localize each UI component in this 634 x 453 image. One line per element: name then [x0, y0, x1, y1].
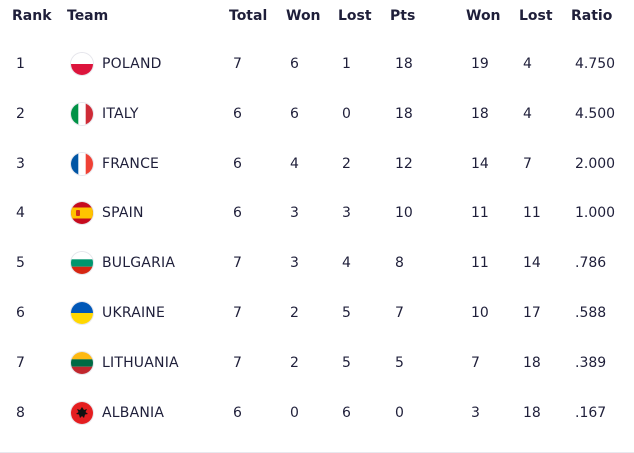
header-total: Total	[229, 8, 268, 24]
lost-cell: 4	[342, 255, 351, 272]
sets-lost-cell: 7	[523, 155, 532, 172]
team-name[interactable]: BULGARIA	[102, 255, 176, 272]
rank-cell: 3	[16, 155, 25, 172]
spain-flag-icon	[71, 202, 93, 225]
ratio-cell: 4.500	[575, 105, 616, 122]
table-row: 8 6 0 6 0 3 18 .167 ALBANIA	[0, 388, 634, 438]
ratio-cell: .389	[575, 354, 607, 371]
total-cell: 7	[233, 354, 242, 371]
total-cell: 6	[233, 404, 242, 421]
sets-lost-cell: 17	[523, 305, 541, 321]
total-cell: 7	[233, 305, 242, 321]
won-cell: 3	[290, 205, 299, 222]
total-cell: 6	[233, 155, 242, 172]
header-sets-won: Won	[466, 8, 501, 24]
sets-lost-cell: 18	[523, 354, 541, 371]
team-name[interactable]: UKRAINE	[102, 305, 166, 321]
bulgaria-flag-icon	[71, 252, 93, 275]
rank-cell: 5	[16, 255, 25, 272]
table-row: 6 7 2 5 7 10 17 .588 UKRAINE	[0, 288, 634, 338]
poland-flag-icon	[71, 53, 93, 75]
ratio-cell: 4.750	[575, 56, 616, 72]
team-name[interactable]: LITHUANIA	[102, 354, 179, 371]
table-row: 7 7 2 5 5 7 18 .389 LITHUANIA	[0, 338, 634, 388]
lost-cell: 5	[342, 354, 351, 371]
pts-cell: 8	[395, 255, 404, 272]
team-name[interactable]: SPAIN	[102, 205, 144, 222]
sets-won-cell: 3	[471, 404, 480, 421]
lithuania-flag-icon	[71, 351, 93, 374]
lost-cell: 1	[342, 56, 351, 72]
won-cell: 6	[290, 105, 299, 122]
lost-cell: 6	[342, 404, 351, 421]
sets-won-cell: 10	[471, 305, 489, 321]
sets-won-cell: 7	[471, 354, 480, 371]
table-row: 4 6 3 3 10 11 11 1.000 SPAIN	[0, 188, 634, 238]
total-cell: 7	[233, 255, 242, 272]
table-row: 1 7 6 1 18 19 4 4.750 POLAND	[0, 39, 634, 89]
ratio-cell: 2.000	[575, 155, 616, 172]
header-team: Team	[67, 8, 109, 24]
sets-lost-cell: 14	[523, 255, 541, 272]
sets-won-cell: 14	[471, 155, 489, 172]
total-cell: 6	[233, 205, 242, 222]
rank-cell: 7	[16, 354, 25, 371]
lost-cell: 0	[342, 105, 351, 122]
rank-cell: 4	[16, 205, 25, 222]
rank-cell: 6	[16, 305, 25, 321]
ratio-cell: .167	[575, 404, 607, 421]
won-cell: 4	[290, 155, 299, 172]
sets-lost-cell: 4	[523, 105, 532, 122]
total-cell: 7	[233, 56, 242, 72]
sets-lost-cell: 18	[523, 404, 541, 421]
header-sets-lost: Lost	[519, 8, 553, 24]
france-flag-icon	[71, 152, 93, 175]
won-cell: 2	[290, 305, 299, 321]
sets-won-cell: 19	[471, 56, 489, 72]
header-rank: Rank	[12, 8, 52, 24]
lost-cell: 2	[342, 155, 351, 172]
ukraine-flag-icon	[71, 302, 93, 324]
team-name[interactable]: FRANCE	[102, 155, 160, 172]
header-pts: Pts	[390, 8, 416, 24]
lost-cell: 5	[342, 305, 351, 321]
pts-cell: 12	[395, 155, 413, 172]
rank-cell: 1	[16, 56, 25, 72]
albania-flag-icon	[71, 401, 93, 424]
sets-won-cell: 11	[471, 205, 489, 222]
ratio-cell: .786	[575, 255, 607, 272]
pts-cell: 0	[395, 404, 404, 421]
header-ratio: Ratio	[571, 8, 613, 24]
sets-lost-cell: 4	[523, 56, 532, 72]
team-name[interactable]: ALBANIA	[102, 404, 165, 421]
won-cell: 0	[290, 404, 299, 421]
sets-won-cell: 18	[471, 105, 489, 122]
table-row: 2 6 6 0 18 18 4 4.500 ITALY	[0, 89, 634, 139]
table-row: 3 6 4 2 12 14 7 2.000 FRANCE	[0, 139, 634, 189]
won-cell: 6	[290, 56, 299, 72]
table-row: 5 7 3 4 8 11 14 .786 BULGARIA	[0, 238, 634, 288]
pts-cell: 5	[395, 354, 404, 371]
pts-cell: 18	[395, 105, 413, 122]
lost-cell: 3	[342, 205, 351, 222]
sets-won-cell: 11	[471, 255, 489, 272]
pts-cell: 7	[395, 305, 404, 321]
ratio-cell: 1.000	[575, 205, 616, 222]
team-name[interactable]: POLAND	[102, 56, 162, 72]
rank-cell: 2	[16, 105, 25, 122]
pts-cell: 10	[395, 205, 413, 222]
total-cell: 6	[233, 105, 242, 122]
ratio-cell: .588	[575, 305, 607, 321]
won-cell: 3	[290, 255, 299, 272]
pts-cell: 18	[395, 56, 413, 72]
header-lost: Lost	[338, 8, 372, 24]
sets-lost-cell: 11	[523, 205, 541, 222]
header-won: Won	[286, 8, 321, 24]
won-cell: 2	[290, 354, 299, 371]
italy-flag-icon	[71, 102, 93, 125]
team-name[interactable]: ITALY	[102, 105, 139, 122]
rank-cell: 8	[16, 404, 25, 421]
